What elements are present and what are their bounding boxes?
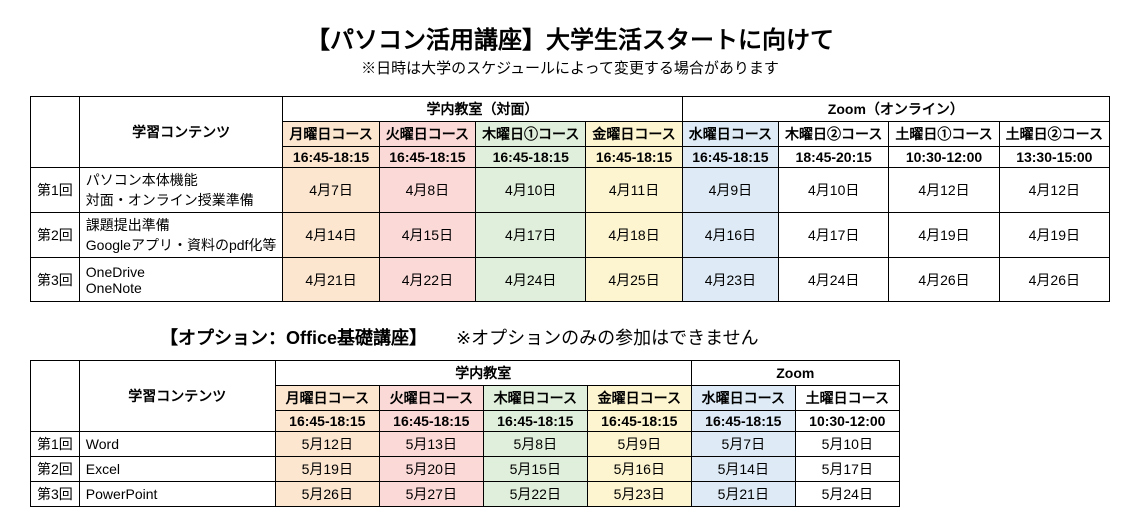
date-cell: 4月16日 [682, 213, 778, 258]
course-header: 月曜日コース [283, 122, 379, 147]
course-time: 16:45-18:15 [586, 147, 682, 168]
date-cell: 4月7日 [283, 168, 379, 213]
date-cell: 4月21日 [283, 258, 379, 302]
content-cell: PowerPoint [79, 482, 275, 507]
course-header: 金曜日コース [587, 386, 691, 411]
date-cell: 4月24日 [476, 258, 586, 302]
course-header: 火曜日コース [379, 122, 475, 147]
date-cell: 5月12日 [275, 432, 379, 457]
course-header: 木曜日②コース [779, 122, 889, 147]
course-time: 16:45-18:15 [483, 411, 587, 432]
date-cell: 5月23日 [587, 482, 691, 507]
date-cell: 4月12日 [999, 168, 1109, 213]
course-header: 土曜日②コース [999, 122, 1109, 147]
course-time: 16:45-18:15 [682, 147, 778, 168]
course-time: 18:45-20:15 [779, 147, 889, 168]
content-cell: OneDriveOneNote [79, 258, 283, 302]
course-header: 金曜日コース [586, 122, 682, 147]
session-label: 第3回 [31, 258, 80, 302]
schedule-table-main: 学習コンテンツ学内教室（対面）Zoom（オンライン）月曜日コース火曜日コース木曜… [30, 96, 1110, 302]
content-cell: 課題提出準備Googleアプリ・資料のpdf化等 [79, 213, 283, 258]
course-header: 月曜日コース [275, 386, 379, 411]
session-label: 第1回 [31, 432, 80, 457]
col-content: 学習コンテンツ [79, 97, 283, 168]
date-cell: 4月9日 [682, 168, 778, 213]
option-heading-note: ※オプションのみの参加はできません [456, 328, 759, 348]
course-header: 木曜日①コース [476, 122, 586, 147]
group-inperson: 学内教室（対面） [283, 97, 682, 122]
date-cell: 5月22日 [483, 482, 587, 507]
date-cell: 4月23日 [682, 258, 778, 302]
page-title: 【パソコン活用講座】大学生活スタートに向けて [30, 20, 1110, 55]
date-cell: 4月26日 [999, 258, 1109, 302]
date-cell: 5月21日 [691, 482, 795, 507]
option-heading-label: 【オプション：Office基礎講座】 [160, 328, 427, 348]
date-cell: 4月17日 [779, 213, 889, 258]
course-header: 土曜日①コース [889, 122, 999, 147]
date-cell: 5月15日 [483, 457, 587, 482]
date-cell: 5月16日 [587, 457, 691, 482]
date-cell: 5月19日 [275, 457, 379, 482]
col-content: 学習コンテンツ [79, 361, 275, 432]
date-cell: 4月26日 [889, 258, 999, 302]
session-label: 第1回 [31, 168, 80, 213]
course-time: 16:45-18:15 [379, 147, 475, 168]
course-header: 火曜日コース [379, 386, 483, 411]
date-cell: 5月8日 [483, 432, 587, 457]
date-cell: 5月26日 [275, 482, 379, 507]
course-header: 水曜日コース [682, 122, 778, 147]
course-time: 16:45-18:15 [476, 147, 586, 168]
date-cell: 4月10日 [779, 168, 889, 213]
content-cell: Word [79, 432, 275, 457]
page-note: ※日時は大学のスケジュールによって変更する場合があります [30, 57, 1110, 78]
date-cell: 4月10日 [476, 168, 586, 213]
date-cell: 4月11日 [586, 168, 682, 213]
course-header: 木曜日コース [483, 386, 587, 411]
course-time: 10:30-12:00 [795, 411, 899, 432]
date-cell: 5月17日 [795, 457, 899, 482]
date-cell: 5月10日 [795, 432, 899, 457]
schedule-table: 学習コンテンツ学内教室（対面）Zoom（オンライン）月曜日コース火曜日コース木曜… [30, 96, 1110, 302]
course-time: 10:30-12:00 [889, 147, 999, 168]
date-cell: 5月9日 [587, 432, 691, 457]
session-label: 第3回 [31, 482, 80, 507]
date-cell: 4月12日 [889, 168, 999, 213]
date-cell: 5月27日 [379, 482, 483, 507]
date-cell: 5月20日 [379, 457, 483, 482]
session-label: 第2回 [31, 457, 80, 482]
date-cell: 5月14日 [691, 457, 795, 482]
course-header: 水曜日コース [691, 386, 795, 411]
date-cell: 4月24日 [779, 258, 889, 302]
date-cell: 4月22日 [379, 258, 475, 302]
group-online: Zoom [691, 361, 899, 386]
date-cell: 5月7日 [691, 432, 795, 457]
content-cell: パソコン本体機能対面・オンライン授業準備 [79, 168, 283, 213]
date-cell: 4月19日 [999, 213, 1109, 258]
course-time: 16:45-18:15 [275, 411, 379, 432]
session-label: 第2回 [31, 213, 80, 258]
col-session [31, 361, 80, 432]
course-time: 16:45-18:15 [691, 411, 795, 432]
course-time: 13:30-15:00 [999, 147, 1109, 168]
group-online: Zoom（オンライン） [682, 97, 1109, 122]
date-cell: 5月24日 [795, 482, 899, 507]
group-inperson: 学内教室 [275, 361, 691, 386]
date-cell: 4月25日 [586, 258, 682, 302]
date-cell: 4月15日 [379, 213, 475, 258]
date-cell: 4月19日 [889, 213, 999, 258]
course-time: 16:45-18:15 [283, 147, 379, 168]
date-cell: 4月17日 [476, 213, 586, 258]
date-cell: 5月13日 [379, 432, 483, 457]
date-cell: 4月14日 [283, 213, 379, 258]
course-header: 土曜日コース [795, 386, 899, 411]
col-session [31, 97, 80, 168]
schedule-table: 学習コンテンツ学内教室Zoom 月曜日コース火曜日コース木曜日コース金曜日コース水… [30, 360, 900, 507]
content-cell: Excel [79, 457, 275, 482]
schedule-table-option: 学習コンテンツ学内教室Zoom 月曜日コース火曜日コース木曜日コース金曜日コース水… [30, 360, 1110, 507]
course-time: 16:45-18:15 [379, 411, 483, 432]
course-time: 16:45-18:15 [587, 411, 691, 432]
date-cell: 4月18日 [586, 213, 682, 258]
date-cell: 4月8日 [379, 168, 475, 213]
option-heading: 【オプション：Office基礎講座】 ※オプションのみの参加はできません [160, 324, 1110, 350]
